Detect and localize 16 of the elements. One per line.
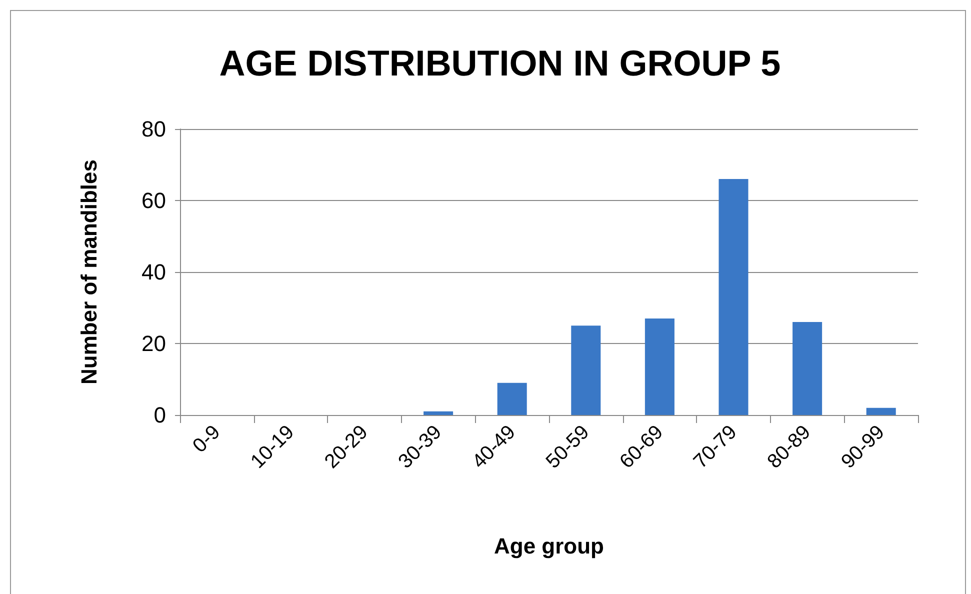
y-tick-label: 80	[142, 116, 166, 142]
chart-title: AGE DISTRIBUTION IN GROUP 5	[219, 42, 781, 84]
y-tick-label: 0	[154, 402, 166, 428]
x-axis-title: Age group	[494, 534, 604, 558]
y-tick-label: 20	[142, 331, 166, 356]
bar	[718, 179, 748, 415]
y-tick-label: 40	[142, 260, 166, 284]
x-tick-label: 0-9	[188, 421, 225, 458]
bar	[644, 318, 674, 415]
y-axis-title: Number of mandibles	[76, 160, 102, 384]
bar	[866, 408, 896, 415]
bar	[424, 411, 454, 415]
bar	[792, 322, 822, 415]
y-tick-label: 60	[142, 188, 166, 213]
bar	[571, 326, 601, 415]
bar	[497, 382, 527, 415]
